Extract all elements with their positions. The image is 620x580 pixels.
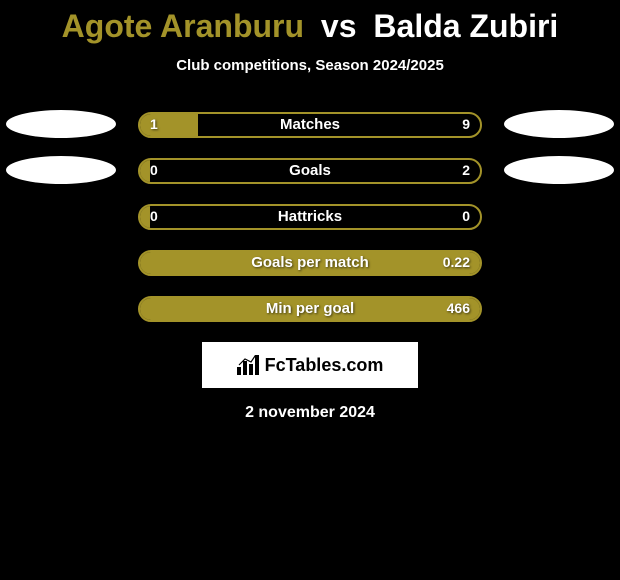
- stat-bar: Goals per match0.22: [138, 250, 482, 276]
- stat-row: Matches19: [0, 112, 620, 138]
- stat-bar: Hattricks00: [138, 204, 482, 230]
- avatar-left: [6, 156, 116, 184]
- chart-icon: [237, 355, 259, 375]
- stat-bar: Goals02: [138, 158, 482, 184]
- bar-left-fill: [140, 206, 150, 228]
- stat-row: Goals02: [0, 158, 620, 184]
- stat-row: Goals per match0.22: [0, 250, 620, 276]
- bar-right-fill: [150, 206, 480, 228]
- page-title: Agote Aranburu vs Balda Zubiri: [0, 0, 620, 45]
- stat-row: Min per goal466: [0, 296, 620, 322]
- title-vs: vs: [321, 8, 357, 44]
- avatar-right: [504, 110, 614, 138]
- bar-left-fill: [140, 114, 198, 136]
- title-player1: Agote Aranburu: [62, 8, 304, 44]
- avatar-right: [504, 156, 614, 184]
- date-label: 2 november 2024: [0, 404, 620, 422]
- stat-row: Hattricks00: [0, 204, 620, 230]
- avatar-left: [6, 110, 116, 138]
- logo-text: FcTables.com: [265, 355, 384, 376]
- bar-left-fill: [140, 252, 480, 274]
- bar-left-fill: [140, 298, 480, 320]
- bar-right-fill: [150, 160, 480, 182]
- subtitle: Club competitions, Season 2024/2025: [0, 57, 620, 74]
- comparison-chart: Matches19 Goals02 Hattricks00 Goals per mat…: [0, 112, 620, 322]
- logo-box: FcTables.com: [202, 342, 418, 388]
- title-player2: Balda Zubiri: [373, 8, 558, 44]
- bar-left-fill: [140, 160, 150, 182]
- stat-bar: Min per goal466: [138, 296, 482, 322]
- bar-right-fill: [198, 114, 480, 136]
- stat-bar: Matches19: [138, 112, 482, 138]
